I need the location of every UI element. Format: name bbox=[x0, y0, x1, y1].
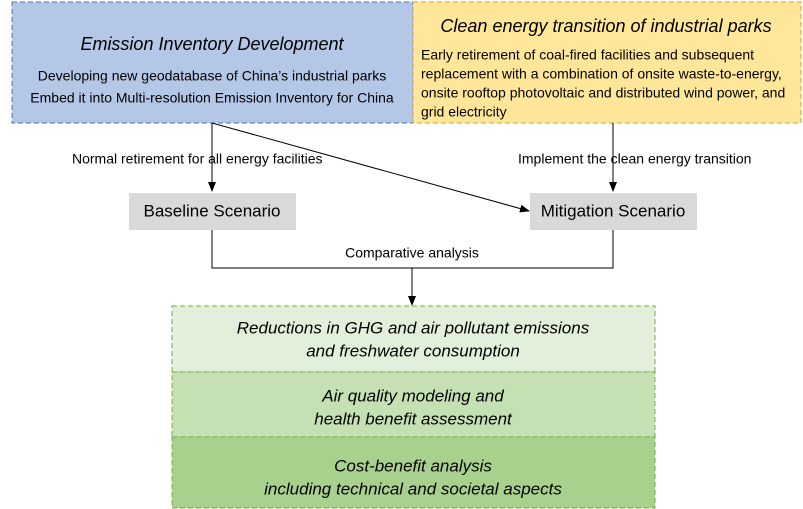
outcome-text: health benefit assessment bbox=[314, 409, 513, 428]
box-title: Clean energy transition of industrial pa… bbox=[440, 16, 771, 36]
outcome-text: Cost-benefit analysis bbox=[334, 456, 492, 475]
outcome-box bbox=[171, 305, 656, 373]
comparison-label: Comparative analysis bbox=[345, 245, 479, 261]
box-text: grid electricity bbox=[421, 104, 507, 120]
box-text: replacement with a combination of onsite… bbox=[421, 66, 782, 82]
box-text: onsite rooftop photovoltaic and distribu… bbox=[421, 85, 785, 101]
edge-label: Normal retirement for all energy facilit… bbox=[72, 151, 323, 167]
outcome-text: and freshwater consumption bbox=[306, 341, 520, 360]
scenario-label: Mitigation Scenario bbox=[541, 201, 686, 220]
outcome-box bbox=[171, 436, 656, 509]
outcome-box bbox=[171, 371, 656, 438]
outcome-text: including technical and societal aspects bbox=[264, 479, 562, 498]
outcome-text: Air quality modeling and bbox=[321, 386, 504, 405]
scenario-box bbox=[129, 193, 296, 230]
inventory-box bbox=[11, 1, 414, 124]
arrow bbox=[211, 122, 530, 213]
edge-label: Implement the clean energy transition bbox=[518, 151, 751, 167]
box-text: Developing new geodatabase of China’s in… bbox=[38, 68, 386, 84]
box-text: Embed it into Multi-resolution Emission … bbox=[30, 90, 394, 106]
transition-box bbox=[412, 1, 802, 124]
scenario-box bbox=[530, 193, 697, 230]
scenario-label: Baseline Scenario bbox=[143, 201, 280, 220]
box-text: Early retirement of coal-fired facilitie… bbox=[421, 47, 754, 63]
outcome-text: Reductions in GHG and air pollutant emis… bbox=[237, 318, 590, 337]
box-title: Emission Inventory Development bbox=[80, 34, 344, 54]
